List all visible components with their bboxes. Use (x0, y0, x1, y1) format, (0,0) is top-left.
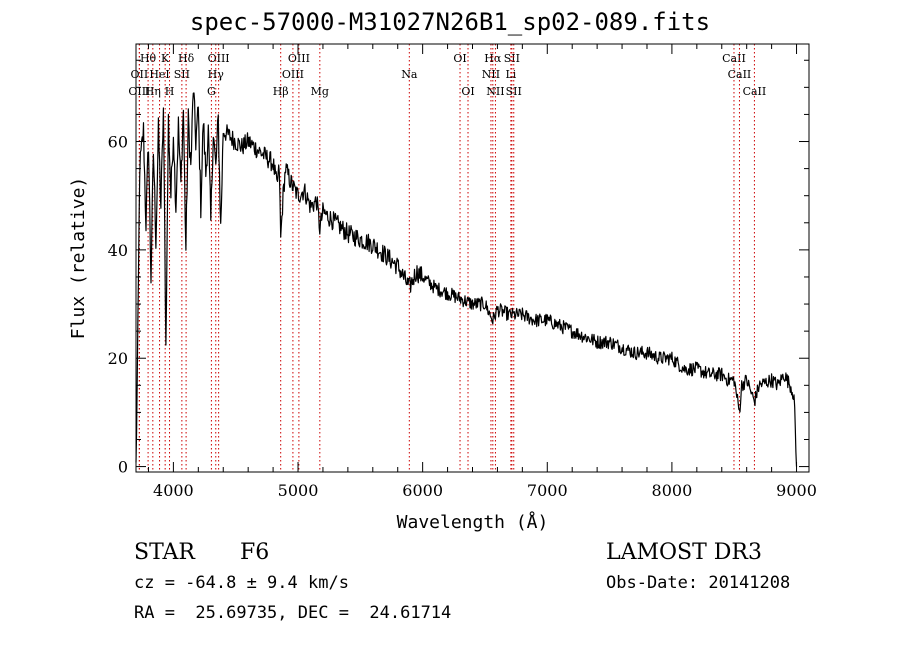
x-tick-label: 7000 (527, 481, 568, 500)
coordinates: RA = 25.69735, DEC = 24.61714 (134, 603, 452, 623)
line-markers: Hθ OII OIII HeI Hη K H SII Hδ OIII Hγ G Hβ OIII OIII Mg… (128, 44, 766, 472)
y-axis-label: Flux (relative) (68, 177, 89, 340)
observation-date: Obs-Date: 20141208 (606, 573, 791, 593)
line-marker-label: Hθ (140, 52, 157, 65)
y-tick-label: 40 (108, 241, 128, 260)
x-tick-label: 9000 (776, 481, 817, 500)
y-tick-label: 0 (118, 458, 128, 477)
line-marker-label: Hα (484, 52, 502, 65)
axis-ticks (136, 44, 809, 472)
plot-frame (135, 43, 810, 473)
x-tick-label: 6000 (402, 481, 443, 500)
line-marker-label: Li (505, 68, 516, 81)
x-axis-label: Wavelength (Å) (397, 511, 549, 533)
line-marker-label: OIII (282, 68, 304, 81)
line-marker-label: K (161, 52, 170, 65)
line-marker-label: Hδ (178, 52, 195, 65)
redshift-value: cz = -64.8 ± 9.4 km/s (134, 573, 349, 593)
line-marker-label: Hη (145, 85, 161, 98)
line-marker-label: CaII (722, 52, 746, 65)
line-marker-label: G (207, 85, 216, 98)
spectrum-line (135, 92, 798, 467)
spectrum-series (135, 92, 798, 467)
line-marker-label: Mg (311, 85, 329, 98)
line-marker-label: NII (486, 85, 504, 98)
survey-name: LAMOST DR3 (606, 540, 762, 565)
line-marker-label: Hβ (273, 85, 289, 98)
line-marker-label: OIII (128, 85, 150, 98)
axis-tick-labels: 4000 5000 6000 7000 8000 9000 0 20 40 60 (108, 133, 817, 500)
line-marker-label: OIII (288, 52, 310, 65)
line-marker-label: HeI (149, 68, 169, 81)
axis-labels: Wavelength (Å) Flux (relative) (68, 177, 548, 533)
x-tick-label: 4000 (153, 481, 194, 500)
line-marker-label: NII (482, 68, 500, 81)
line-marker-label: CaII (743, 85, 767, 98)
chart-title: spec-57000-M31027N26B1_sp02-089.fits (189, 8, 711, 36)
line-marker-label: Hγ (208, 68, 225, 81)
line-marker-label: SII (504, 52, 520, 65)
line-marker-label: OII (131, 68, 149, 81)
y-tick-label: 60 (108, 133, 128, 152)
line-marker-label: OIII (208, 52, 230, 65)
x-tick-label: 5000 (278, 481, 319, 500)
object-subclass: F6 (240, 540, 270, 565)
line-marker-label: SII (174, 68, 190, 81)
line-marker-label: SII (506, 85, 522, 98)
line-marker-label: OI (453, 52, 466, 65)
y-tick-label: 20 (108, 349, 128, 368)
line-marker-label: Na (401, 68, 418, 81)
object-class: STAR (134, 540, 195, 565)
x-tick-label: 8000 (652, 481, 693, 500)
line-marker-label: OI (461, 85, 474, 98)
line-marker-label: CaII (728, 68, 752, 81)
line-marker-label: H (165, 85, 175, 98)
